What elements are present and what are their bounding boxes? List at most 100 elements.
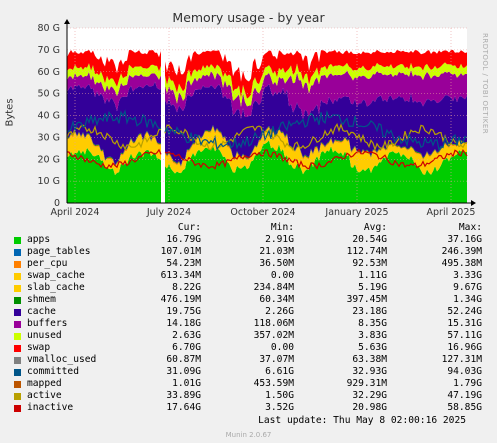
- legend-label: committed: [27, 366, 79, 377]
- legend-min: 1.50G: [265, 390, 294, 401]
- legend-avg: 63.38M: [352, 354, 387, 365]
- rrdtool-watermark: RRDTOOL / TOBI OETIKER: [481, 33, 489, 135]
- grid-lines: [67, 27, 467, 203]
- legend-avg: 8.35G: [358, 318, 387, 329]
- munin-version: Munin 2.0.67: [225, 431, 272, 439]
- legend-row-slab-cache: slab_cache 8.22G 234.84M 5.19G 9.67G: [0, 282, 497, 294]
- legend-max: 9.67G: [453, 282, 482, 293]
- legend-max: 3.33G: [453, 270, 482, 281]
- area-layer: [67, 62, 467, 107]
- x-tick-label: January 2025: [324, 207, 388, 218]
- legend-label: shmem: [27, 294, 56, 305]
- legend-row-committed: committed 31.09G 6.61G 32.93G 94.03G: [0, 366, 497, 378]
- legend-label: buffers: [27, 318, 68, 329]
- legend-label: slab_cache: [27, 282, 85, 293]
- legend-min: 36.50M: [259, 258, 294, 269]
- y-tick-label: 70 G: [38, 45, 60, 56]
- y-tick-label: 40 G: [38, 111, 60, 122]
- legend-avg: 929.31M: [346, 378, 387, 389]
- legend-cur: 60.87M: [166, 354, 201, 365]
- legend-label: active: [27, 390, 62, 401]
- legend-swatch: [14, 261, 21, 268]
- chart-title: Memory usage - by year: [172, 10, 325, 25]
- legend-swatch: [14, 237, 21, 244]
- legend-min: 60.34M: [259, 294, 294, 305]
- legend-row-unused: unused 2.63G 357.02M 3.83G 57.11G: [0, 330, 497, 342]
- series-line: [66, 148, 468, 170]
- legend-avg: 5.19G: [358, 282, 387, 293]
- y-tick-label: 30 G: [38, 132, 60, 143]
- legend-cur: 8.22G: [172, 282, 201, 293]
- header-cur: Cur:: [177, 222, 201, 233]
- legend-swatch: [14, 405, 21, 412]
- legend-avg: 397.45M: [346, 294, 387, 305]
- legend-min: 2.91G: [265, 234, 294, 245]
- legend-row-vmalloc-used: vmalloc_used 60.87M 37.07M 63.38M 127.31M: [0, 354, 497, 366]
- legend-row-page-tables: page_tables 107.01M 21.03M 112.74M 246.39M: [0, 246, 497, 258]
- header-max: Max:: [458, 222, 482, 233]
- legend-header: Cur: Min: Avg: Max:: [0, 222, 497, 234]
- legend-swatch: [14, 357, 21, 364]
- legend-swatch: [14, 297, 21, 304]
- legend-row-apps: apps 16.79G 2.91G 20.54G 37.16G: [0, 234, 497, 246]
- legend-swatch: [14, 321, 21, 328]
- legend-swatch: [14, 333, 21, 340]
- legend-cur: 6.70G: [172, 342, 201, 353]
- y-axis-arrow: [64, 19, 70, 24]
- x-tick-label: April 2025: [427, 207, 476, 218]
- legend-row-shmem: shmem 476.19M 60.34M 397.45M 1.34G: [0, 294, 497, 306]
- area-layer: [67, 125, 467, 168]
- legend-swatch: [14, 285, 21, 292]
- legend-max: 52.24G: [447, 306, 482, 317]
- legend-max: 47.19G: [447, 390, 482, 401]
- legend-label: cache: [27, 306, 56, 317]
- y-tick-label: 50 G: [38, 89, 60, 100]
- legend-max: 246.39M: [441, 246, 482, 257]
- legend-cur: 19.75G: [166, 306, 201, 317]
- legend-min: 453.59M: [253, 378, 294, 389]
- legend-row-per-cpu: per_cpu 54.23M 36.50M 92.53M 495.38M: [0, 258, 497, 270]
- area-layer: [67, 140, 467, 203]
- legend-label: apps: [27, 234, 51, 245]
- legend-avg: 20.54G: [352, 234, 387, 245]
- legend-max: 1.79G: [453, 378, 482, 389]
- legend-row-cache: cache 19.75G 2.26G 23.18G 52.24G: [0, 306, 497, 318]
- legend-min: 37.07M: [259, 354, 294, 365]
- legend-min: 234.84M: [253, 282, 294, 293]
- legend-avg: 92.53M: [352, 258, 387, 269]
- legend-min: 2.26G: [265, 306, 294, 317]
- header-avg: Avg:: [363, 222, 387, 233]
- legend-row-inactive: inactive 17.64G 3.52G 20.98G 58.85G: [0, 402, 497, 414]
- y-tick-label: 0: [54, 198, 60, 209]
- legend-avg: 32.29G: [352, 390, 387, 401]
- legend-cur: 2.63G: [172, 330, 201, 341]
- series-line: [66, 109, 468, 152]
- legend-cur: 54.23M: [166, 258, 201, 269]
- legend-swatch: [14, 309, 21, 316]
- area-layer: [67, 126, 467, 175]
- memory-chart: 0 10 G 20 G 30 G 40 G 50 G 60 G 70 G 80 G April …: [38, 19, 476, 218]
- header-min: Min:: [270, 222, 294, 233]
- x-tick-label: October 2024: [230, 207, 295, 218]
- legend-max: 15.31G: [447, 318, 482, 329]
- legend-max: 1.34G: [453, 294, 482, 305]
- x-tick-labels: April 2024 July 2024 October 2024 January 2…: [51, 207, 476, 218]
- legend-swatch: [14, 273, 21, 280]
- y-tick-labels: 0 10 G 20 G 30 G 40 G 50 G 60 G 70 G 80 G: [38, 23, 60, 209]
- legend-cur: 17.64G: [166, 402, 201, 413]
- legend-label: vmalloc_used: [27, 354, 97, 365]
- y-tick-label: 80 G: [38, 23, 60, 34]
- legend-row-mapped: mapped 1.01G 453.59M 929.31M 1.79G: [0, 378, 497, 390]
- legend-label: inactive: [27, 402, 74, 413]
- legend-swatch: [14, 381, 21, 388]
- legend-label: swap: [27, 342, 51, 353]
- legend-max: 127.31M: [441, 354, 482, 365]
- legend-avg: 20.98G: [352, 402, 387, 413]
- legend-avg: 1.11G: [358, 270, 387, 281]
- legend-max: 16.96G: [447, 342, 482, 353]
- area-layer: [67, 81, 467, 166]
- stacked-areas: [67, 28, 467, 203]
- legend-max: 58.85G: [447, 402, 482, 413]
- x-tick-label: April 2024: [51, 207, 100, 218]
- x-axis-arrow: [471, 200, 476, 206]
